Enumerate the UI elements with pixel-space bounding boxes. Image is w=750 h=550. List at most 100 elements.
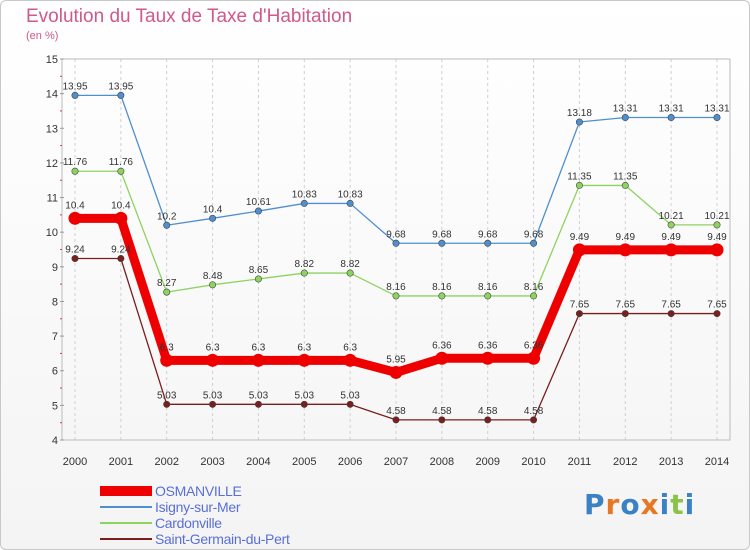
x-tick-label: 2014	[705, 456, 729, 468]
data-point	[575, 310, 583, 318]
x-tick-label: 2004	[246, 456, 270, 468]
data-point	[438, 292, 446, 300]
legend-swatch	[100, 522, 152, 524]
y-tick-label: 14	[46, 89, 58, 101]
data-label: 9.49	[570, 232, 590, 243]
data-point	[527, 351, 541, 365]
data-point	[710, 243, 724, 257]
legend-swatch	[100, 506, 152, 508]
legend-swatch	[100, 538, 152, 540]
data-point	[713, 221, 721, 229]
x-tick-label: 2001	[109, 456, 133, 468]
data-point	[438, 239, 446, 247]
legend-swatch	[100, 486, 152, 496]
data-label: 10.61	[246, 197, 271, 208]
data-label: 13.95	[108, 81, 133, 92]
data-point	[251, 353, 265, 367]
y-tick-label: 11	[47, 193, 58, 205]
data-label: 7.65	[707, 300, 727, 311]
data-point	[346, 269, 354, 277]
data-label: 8.16	[524, 282, 544, 293]
data-label: 6.36	[432, 340, 452, 351]
logo-letter: P	[584, 488, 606, 521]
data-label: 11.76	[109, 157, 134, 168]
data-label: 10.4	[65, 200, 85, 211]
data-point	[117, 255, 125, 263]
data-point	[300, 199, 308, 207]
chart-title: Evolution du Taux de Taxe d'Habitation	[26, 6, 353, 27]
x-tick-label: 2005	[292, 456, 316, 468]
y-tick-label: 13	[46, 123, 58, 135]
data-label: 5.03	[157, 390, 177, 401]
data-point	[68, 211, 82, 225]
data-label: 9.49	[661, 232, 681, 243]
data-point	[667, 221, 675, 229]
logo-letter: x	[640, 488, 660, 521]
data-label: 6.3	[297, 342, 311, 353]
logo-letter: i	[684, 488, 696, 521]
x-tick-label: 2007	[384, 456, 408, 468]
x-tick-label: 2006	[338, 456, 362, 468]
data-point	[667, 114, 675, 122]
x-tick-label: 2009	[475, 456, 499, 468]
data-point	[114, 211, 128, 225]
legend-label: Isigny-sur-Mer	[155, 499, 241, 515]
data-point	[71, 91, 79, 99]
data-label: 7.65	[661, 300, 681, 311]
proxiti-logo[interactable]: Proxiti	[584, 488, 695, 521]
data-point	[389, 365, 403, 379]
data-point	[346, 199, 354, 207]
data-point	[664, 243, 678, 257]
data-label: 13.31	[613, 104, 638, 115]
legend-item: Isigny-sur-Mer	[100, 499, 290, 515]
y-tick-label: 7	[52, 331, 58, 343]
data-label: 8.82	[340, 259, 360, 270]
data-label: 11.76	[63, 157, 88, 168]
data-label: 6.36	[524, 340, 544, 351]
data-point	[117, 167, 125, 175]
data-label: 8.16	[432, 282, 452, 293]
data-point	[254, 400, 262, 408]
data-point	[300, 400, 308, 408]
data-label: 4.58	[524, 406, 544, 417]
data-label: 10.83	[292, 189, 317, 200]
data-label: 4.58	[386, 406, 406, 417]
x-tick-label: 2013	[659, 456, 683, 468]
data-point	[117, 91, 125, 99]
data-label: 11.35	[613, 171, 638, 182]
logo-letter: r	[605, 488, 621, 521]
data-label: 4.58	[432, 406, 452, 417]
legend-item: OSMANVILLE	[100, 483, 290, 499]
logo-letter: t	[670, 488, 685, 521]
series-lines	[68, 91, 724, 424]
data-label: 10.4	[111, 200, 131, 211]
data-point	[392, 239, 400, 247]
data-label: 9.49	[616, 232, 636, 243]
data-label: 9.68	[432, 229, 452, 240]
x-tick-label: 2003	[200, 456, 224, 468]
data-point	[575, 181, 583, 189]
data-point	[163, 288, 171, 296]
data-labels: 10.4 10.4 6.3 6.3 6.3 6.3 6.3 5.95 6.36 6.36 6.36 9…	[62, 81, 729, 417]
data-label: 5.95	[386, 354, 406, 365]
data-point	[343, 353, 357, 367]
data-point	[481, 351, 495, 365]
data-point	[435, 351, 449, 365]
data-label: 6.3	[343, 342, 357, 353]
data-label: 8.16	[478, 282, 498, 293]
data-point	[209, 214, 217, 222]
data-label: 5.03	[295, 390, 315, 401]
data-point	[163, 400, 171, 408]
data-label: 13.95	[62, 81, 87, 92]
y-tick-label: 8	[52, 296, 58, 308]
logo-letter: i	[659, 488, 671, 521]
data-label: 13.31	[659, 104, 684, 115]
data-label: 8.27	[157, 278, 177, 289]
data-label: 13.31	[704, 104, 729, 115]
data-label: 9.68	[524, 229, 544, 240]
y-tick-label: 9	[52, 262, 58, 274]
data-label: 8.82	[295, 259, 315, 270]
legend-label: Saint-Germain-du-Pert	[155, 531, 290, 547]
x-tick-label: 2012	[613, 456, 637, 468]
data-label: 8.65	[249, 265, 269, 276]
